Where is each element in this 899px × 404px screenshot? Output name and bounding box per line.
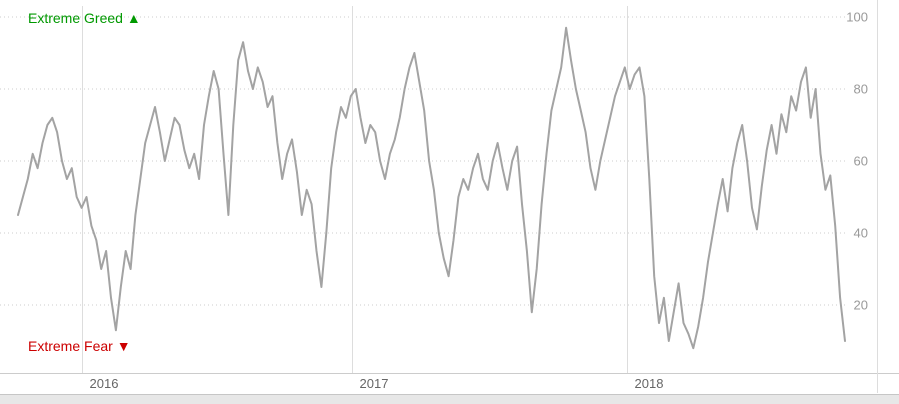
extreme-greed-label: Extreme Greed ▲ bbox=[28, 10, 141, 26]
y-axis-label: 60 bbox=[854, 154, 868, 169]
y-axis-label: 100 bbox=[846, 10, 868, 25]
x-axis-label: 2016 bbox=[90, 376, 119, 391]
x-axis-label: 2018 bbox=[635, 376, 664, 391]
bottom-divider bbox=[0, 394, 899, 404]
index-line bbox=[17, 26, 846, 350]
y-axis-label: 40 bbox=[854, 226, 868, 241]
x-axis-label: 2017 bbox=[360, 376, 389, 391]
y-axis-label: 80 bbox=[854, 82, 868, 97]
y-axis-label: 20 bbox=[854, 298, 868, 313]
extreme-fear-label: Extreme Fear ▼ bbox=[28, 338, 131, 354]
